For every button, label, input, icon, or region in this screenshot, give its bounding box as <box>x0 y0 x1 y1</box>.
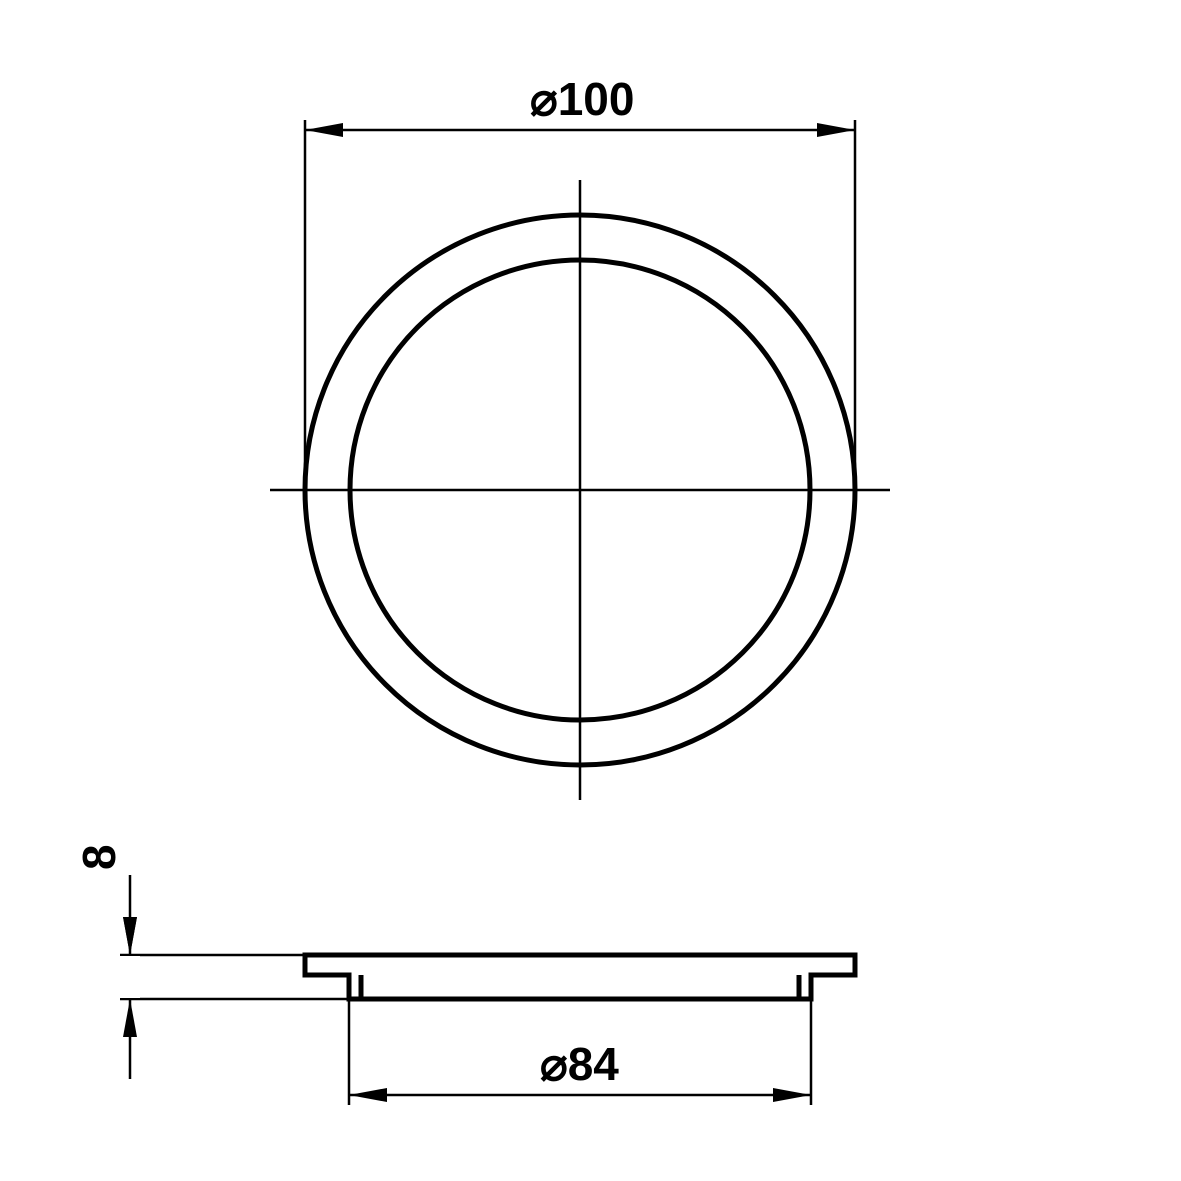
dimension-arrow <box>817 123 855 137</box>
technical-drawing: ⌀100 ⌀84 8 <box>0 0 1181 1181</box>
dim-label-outer-dia: ⌀100 <box>530 73 634 125</box>
dimension-arrow <box>305 123 343 137</box>
dimension-arrow <box>773 1088 811 1102</box>
dimension-arrow <box>123 999 137 1037</box>
dimension-arrow <box>123 917 137 955</box>
dim-label-inner-dia: ⌀84 <box>540 1038 619 1090</box>
dimension-arrow <box>349 1088 387 1102</box>
side-profile <box>305 955 855 999</box>
dim-label-height: 8 <box>73 844 125 870</box>
mask <box>120 956 140 998</box>
